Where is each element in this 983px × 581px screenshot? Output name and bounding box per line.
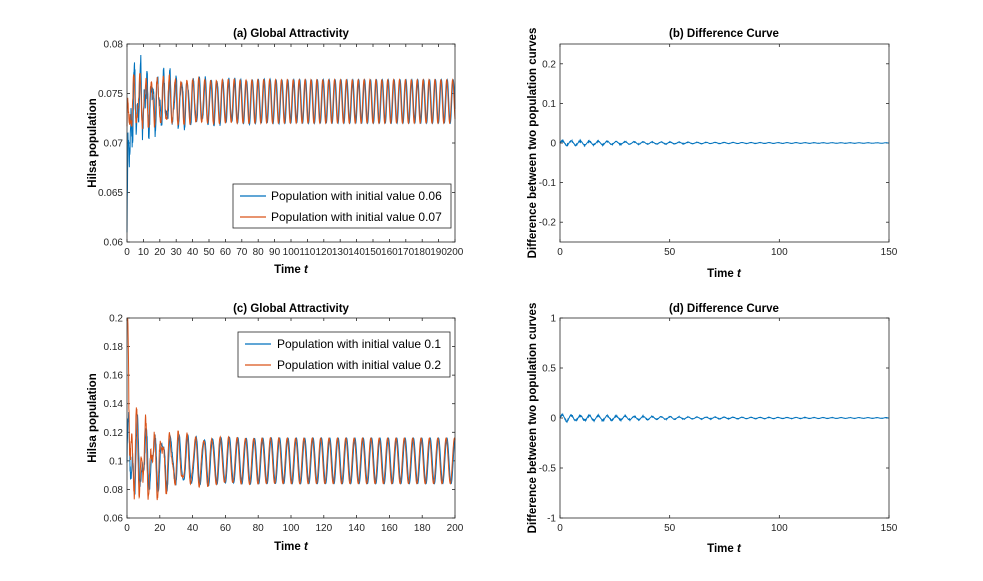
- plot-frame-b: [559, 43, 890, 243]
- xtick-label-a: 50: [203, 247, 215, 258]
- xtick-label-c: 40: [187, 523, 199, 534]
- xtick-label-d: 100: [771, 523, 788, 534]
- ytick-label-c: 0.12: [104, 428, 124, 439]
- xlabel-a: Time t: [274, 264, 309, 276]
- xtick-label-a: 80: [253, 247, 265, 258]
- legend-c: Population with initial value 0.1 Popula…: [237, 331, 451, 378]
- ytick-label-c: 0.16: [104, 371, 124, 382]
- xtick-label-a: 160: [381, 247, 398, 258]
- ytick-label-c: 0.2: [109, 314, 123, 325]
- legend-label-c-1: Population with initial value 0.2: [277, 358, 441, 372]
- legend-label-a-0: Population with initial value 0.06: [271, 189, 442, 203]
- xtick-label-a: 100: [283, 247, 300, 258]
- legend-label-a-1: Population with initial value 0.07: [271, 210, 442, 224]
- ytick-label-a: 0.08: [104, 40, 124, 51]
- ytick-label-b: 0: [550, 139, 556, 150]
- ytick-label-c: 0.18: [104, 342, 124, 353]
- ytick-label-d: 0: [550, 414, 556, 425]
- panel-d: (d) Difference Curve 0 50 100 150 -1 -0.5 0 0.5…: [527, 303, 898, 555]
- ytick-label-d: -0.5: [539, 464, 557, 475]
- ytick-label-c: 0.06: [104, 514, 124, 525]
- xlabel-d: Time t: [707, 543, 742, 555]
- xtick-label-c: 100: [283, 523, 300, 534]
- xtick-label-c: 160: [381, 523, 398, 534]
- ytick-label-a: 0.06: [104, 238, 124, 249]
- xtick-label-a: 180: [414, 247, 431, 258]
- xtick-label-d: 150: [881, 523, 898, 534]
- legend-box-c: [237, 331, 451, 378]
- ytick-label-d: 0.5: [542, 364, 556, 375]
- panel-a: (a) Global Attractivity 0 10 20 30 40 50 60 70 8…: [87, 28, 464, 276]
- series-line-d-0: [559, 412, 890, 424]
- xtick-label-a: 20: [154, 247, 166, 258]
- ylabel-c: Hilsa population: [87, 373, 99, 462]
- title-d: (d) Difference Curve: [669, 303, 779, 315]
- ytick-label-b: 0.2: [542, 59, 556, 70]
- title-c: (c) Global Attractivity: [233, 303, 349, 315]
- xlabel-c: Time t: [274, 541, 309, 553]
- ylabel-a: Hilsa population: [87, 98, 99, 187]
- xtick-label-a: 0: [124, 247, 130, 258]
- xtick-label-a: 120: [315, 247, 332, 258]
- series-line-a-1: [126, 72, 456, 130]
- xtick-label-a: 90: [269, 247, 281, 258]
- ytick-label-b: 0.1: [542, 99, 556, 110]
- xtick-label-a: 190: [430, 247, 447, 258]
- xtick-label-a: 40: [187, 247, 199, 258]
- title-a: (a) Global Attractivity: [233, 28, 349, 40]
- legend-box-a: [232, 183, 452, 229]
- xtick-label-c: 20: [154, 523, 166, 534]
- xtick-label-d: 50: [664, 523, 676, 534]
- xtick-label-b: 150: [881, 247, 898, 258]
- xtick-label-a: 10: [138, 247, 150, 258]
- xtick-label-a: 60: [220, 247, 232, 258]
- xtick-label-a: 140: [348, 247, 365, 258]
- xtick-label-d: 0: [557, 523, 563, 534]
- xtick-label-c: 180: [414, 523, 431, 534]
- xtick-label-b: 50: [664, 247, 676, 258]
- xtick-label-a: 150: [365, 247, 382, 258]
- ytick-label-b: -0.1: [539, 178, 557, 189]
- xtick-label-a: 30: [171, 247, 183, 258]
- panel-c: (c) Global Attractivity 0 20 40 60 80 100 120 1…: [87, 303, 464, 553]
- xlabel-b: Time t: [707, 268, 742, 280]
- xtick-label-a: 70: [236, 247, 248, 258]
- xtick-label-a: 110: [299, 247, 315, 258]
- xtick-label-a: 200: [447, 247, 464, 258]
- plot-frame-c: [126, 317, 456, 519]
- panel-b: (b) Difference Curve 0 50 100 150 -0.2 -0.1 0 0…: [527, 28, 898, 280]
- series-line-c-1: [127, 317, 456, 501]
- xtick-label-b: 100: [771, 247, 788, 258]
- ylabel-d: Difference between two population curves: [527, 303, 539, 534]
- xtick-label-c: 80: [253, 523, 265, 534]
- xtick-label-c: 120: [315, 523, 332, 534]
- ytick-label-b: -0.2: [539, 218, 557, 229]
- legend-label-c-0: Population with initial value 0.1: [277, 337, 441, 351]
- ytick-label-a: 0.065: [98, 188, 123, 199]
- ytick-label-a: 0.07: [104, 139, 124, 150]
- ylabel-b: Difference between two population curves: [527, 28, 539, 259]
- plot-frame-d: [559, 317, 890, 519]
- plot-frame-a: [126, 43, 456, 243]
- xtick-label-c: 60: [220, 523, 232, 534]
- ytick-label-a: 0.075: [98, 89, 123, 100]
- xtick-label-a: 130: [332, 247, 349, 258]
- title-b: (b) Difference Curve: [669, 28, 779, 40]
- series-line-b-0: [559, 138, 890, 148]
- ytick-label-c: 0.08: [104, 485, 124, 496]
- legend-a: Population with initial value 0.06 Popul…: [232, 183, 452, 229]
- ytick-label-c: 0.14: [104, 399, 124, 410]
- ytick-label-d: 1: [550, 314, 556, 325]
- xtick-label-c: 140: [348, 523, 365, 534]
- xtick-label-b: 0: [557, 247, 563, 258]
- ytick-label-c: 0.1: [109, 456, 123, 467]
- xtick-label-a: 170: [397, 247, 414, 258]
- ytick-label-d: -1: [547, 514, 556, 525]
- xtick-label-c: 200: [447, 523, 464, 534]
- xtick-label-c: 0: [124, 523, 130, 534]
